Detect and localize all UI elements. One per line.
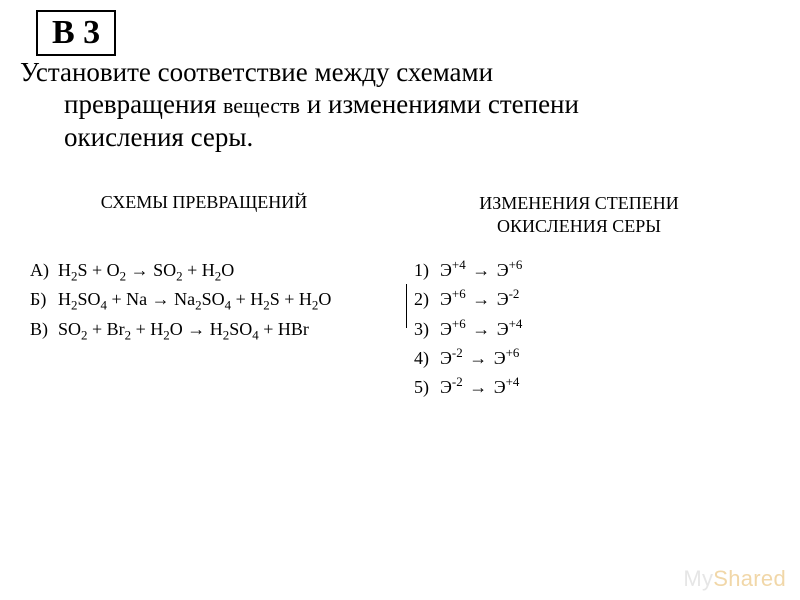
right-column-header: ИЗМЕНЕНИЯ СТЕПЕНИ ОКИСЛЕНИЯ СЕРЫ	[398, 192, 800, 237]
oxidation-change: Э+6 → Э+4	[440, 317, 522, 341]
item-label: 5)	[414, 375, 440, 399]
schemes-list: А) H2S + O2 → SO2 + H2O Б) H2SO4 + Na → …	[30, 258, 414, 404]
oxidation-change: Э+4 → Э+6	[440, 258, 522, 282]
formula: H2S + O2 → SO2 + H2O	[58, 258, 234, 282]
charge: +4	[509, 316, 523, 331]
changes-list: 1) Э+4 → Э+6 2) Э+6 → Э-2 3) Э+6 → Э+4	[414, 258, 780, 404]
element-symbol: Э	[440, 260, 452, 280]
charge: -2	[509, 286, 520, 301]
formula: H2SO4 + Na → Na2SO4 + H2S + H2O	[58, 287, 331, 311]
item-label: 2)	[414, 287, 440, 311]
task-line-2: превращения веществ и изменениями степен…	[20, 88, 760, 120]
item-label: А)	[30, 258, 58, 282]
list-item: 5) Э-2 → Э+4	[414, 375, 780, 399]
charge: +6	[452, 286, 466, 301]
watermark-part: Shared	[713, 566, 786, 591]
charge: -2	[452, 374, 463, 389]
task-line-3: окисления серы.	[20, 121, 760, 153]
header-line: ИЗМЕНЕНИЯ СТЕПЕНИ	[479, 193, 679, 213]
left-column-header: СХЕМЫ ПРЕВРАЩЕНИЙ	[0, 192, 398, 237]
charge: +6	[506, 345, 520, 360]
item-label: В)	[30, 317, 58, 341]
task-part: превращения	[64, 89, 223, 119]
arrow-icon: →	[470, 289, 492, 309]
header-line: ОКИСЛЕНИЯ СЕРЫ	[497, 216, 661, 236]
oxidation-change: Э-2 → Э+6	[440, 346, 519, 370]
arrow-icon: →	[470, 319, 492, 339]
arrow-icon: →	[467, 377, 489, 397]
element-symbol: Э	[440, 348, 452, 368]
element-symbol: Э	[497, 319, 509, 339]
charge: +6	[509, 257, 523, 272]
task-text: Установите соответствие между схемами пр…	[20, 56, 760, 153]
oxidation-change: Э-2 → Э+4	[440, 375, 519, 399]
list-item: А) H2S + O2 → SO2 + H2O	[30, 258, 414, 282]
element-symbol: Э	[494, 377, 506, 397]
list-item: 3) Э+6 → Э+4	[414, 317, 780, 341]
list-item: 2) Э+6 → Э-2	[414, 287, 780, 311]
list-item: 4) Э-2 → Э+6	[414, 346, 780, 370]
list-item: В) SO2 + Br2 + H2O → H2SO4 + HBr	[30, 317, 414, 341]
item-label: 4)	[414, 346, 440, 370]
watermark: MyShared	[683, 566, 786, 592]
content-area: А) H2S + O2 → SO2 + H2O Б) H2SO4 + Na → …	[30, 258, 780, 404]
column-headers: СХЕМЫ ПРЕВРАЩЕНИЙ ИЗМЕНЕНИЯ СТЕПЕНИ ОКИС…	[0, 192, 800, 237]
element-symbol: Э	[497, 260, 509, 280]
charge: -2	[452, 345, 463, 360]
task-line-1: Установите соответствие между схемами	[20, 56, 760, 88]
item-label: Б)	[30, 287, 58, 311]
element-symbol: Э	[494, 348, 506, 368]
element-symbol: Э	[440, 377, 452, 397]
item-label: 1)	[414, 258, 440, 282]
charge: +6	[452, 316, 466, 331]
element-symbol: Э	[440, 319, 452, 339]
list-item: 1) Э+4 → Э+6	[414, 258, 780, 282]
oxidation-change: Э+6 → Э-2	[440, 287, 519, 311]
arrow-icon: →	[467, 348, 489, 368]
formula: SO2 + Br2 + H2O → H2SO4 + HBr	[58, 317, 309, 341]
arrow-icon: →	[470, 260, 492, 280]
element-symbol: Э	[440, 289, 452, 309]
task-part-small: веществ	[223, 93, 300, 118]
watermark-part: My	[683, 566, 713, 591]
question-badge: В 3	[36, 10, 116, 56]
element-symbol: Э	[497, 289, 509, 309]
vertical-separator	[406, 284, 407, 328]
charge: +4	[452, 257, 466, 272]
list-item: Б) H2SO4 + Na → Na2SO4 + H2S + H2O	[30, 287, 414, 311]
item-label: 3)	[414, 317, 440, 341]
charge: +4	[506, 374, 520, 389]
task-part: и изменениями степени	[300, 89, 579, 119]
